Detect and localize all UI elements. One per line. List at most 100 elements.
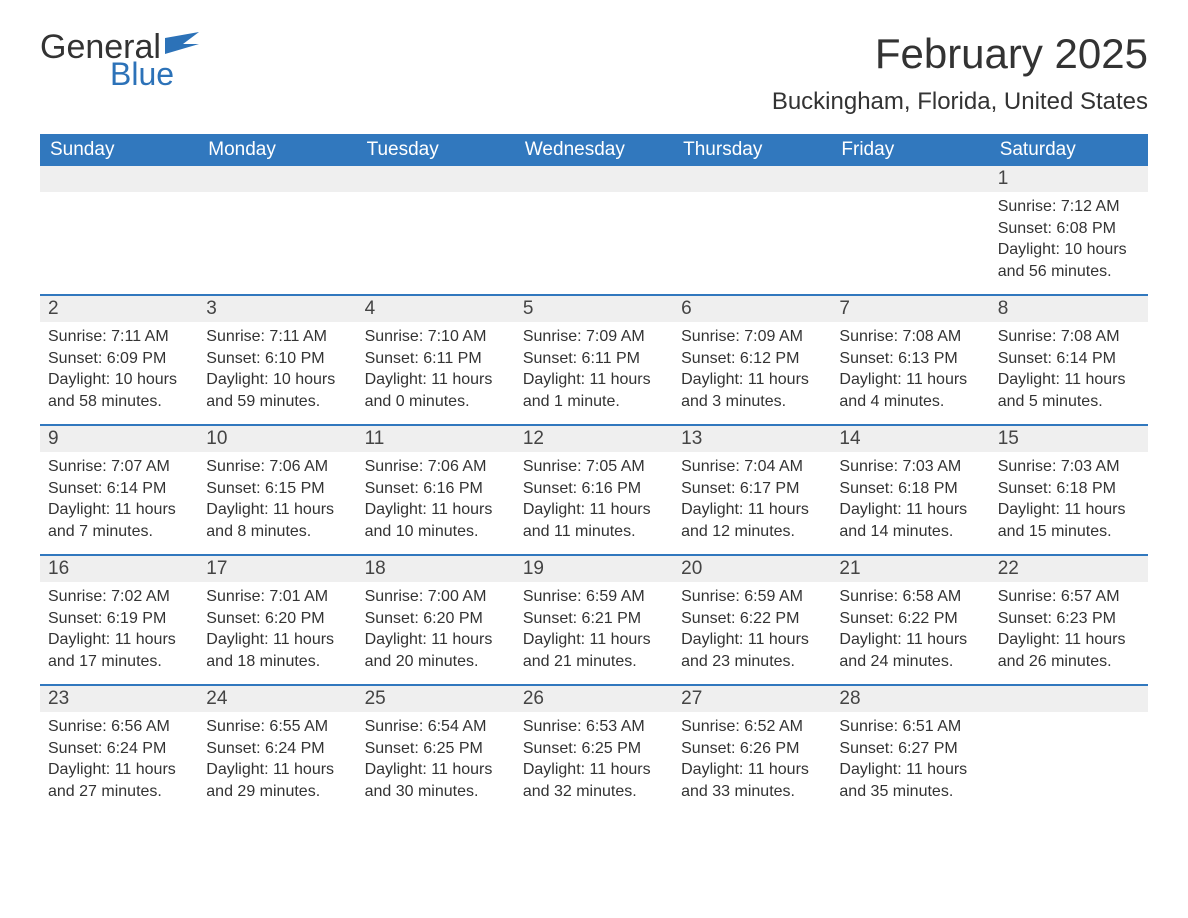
calendar-day: 16Sunrise: 7:02 AMSunset: 6:19 PMDayligh… (40, 556, 198, 684)
day-number (40, 166, 198, 192)
sunset-text: Sunset: 6:15 PM (206, 478, 348, 500)
calendar-day: 5Sunrise: 7:09 AMSunset: 6:11 PMDaylight… (515, 296, 673, 424)
sunrise-text: Sunrise: 7:10 AM (365, 326, 507, 348)
sunrise-text: Sunrise: 7:03 AM (839, 456, 981, 478)
day-number: 19 (515, 556, 673, 582)
dow-cell: Tuesday (357, 134, 515, 166)
calendar-day (40, 166, 198, 294)
sunset-text: Sunset: 6:14 PM (998, 348, 1140, 370)
day-number: 27 (673, 686, 831, 712)
day-number: 20 (673, 556, 831, 582)
sunrise-text: Sunrise: 7:08 AM (998, 326, 1140, 348)
day-body: Sunrise: 7:08 AMSunset: 6:14 PMDaylight:… (990, 322, 1148, 420)
sunset-text: Sunset: 6:18 PM (998, 478, 1140, 500)
calendar-day: 15Sunrise: 7:03 AMSunset: 6:18 PMDayligh… (990, 426, 1148, 554)
daylight-text: Daylight: 11 hours and 10 minutes. (365, 499, 507, 542)
sunrise-text: Sunrise: 7:00 AM (365, 586, 507, 608)
daylight-text: Daylight: 11 hours and 33 minutes. (681, 759, 823, 802)
sunrise-text: Sunrise: 6:53 AM (523, 716, 665, 738)
sunset-text: Sunset: 6:18 PM (839, 478, 981, 500)
daylight-text: Daylight: 11 hours and 4 minutes. (839, 369, 981, 412)
sunset-text: Sunset: 6:12 PM (681, 348, 823, 370)
day-number: 5 (515, 296, 673, 322)
calendar-week: 2Sunrise: 7:11 AMSunset: 6:09 PMDaylight… (40, 294, 1148, 424)
sunrise-text: Sunrise: 7:03 AM (998, 456, 1140, 478)
daylight-text: Daylight: 11 hours and 30 minutes. (365, 759, 507, 802)
sunset-text: Sunset: 6:21 PM (523, 608, 665, 630)
day-number: 10 (198, 426, 356, 452)
calendar-day: 19Sunrise: 6:59 AMSunset: 6:21 PMDayligh… (515, 556, 673, 684)
calendar-day (515, 166, 673, 294)
day-body: Sunrise: 6:55 AMSunset: 6:24 PMDaylight:… (198, 712, 356, 810)
calendar-day: 7Sunrise: 7:08 AMSunset: 6:13 PMDaylight… (831, 296, 989, 424)
day-body (40, 192, 198, 204)
sunrise-text: Sunrise: 7:06 AM (365, 456, 507, 478)
sunset-text: Sunset: 6:26 PM (681, 738, 823, 760)
day-body: Sunrise: 6:52 AMSunset: 6:26 PMDaylight:… (673, 712, 831, 810)
day-body: Sunrise: 7:05 AMSunset: 6:16 PMDaylight:… (515, 452, 673, 550)
day-number: 17 (198, 556, 356, 582)
daylight-text: Daylight: 11 hours and 20 minutes. (365, 629, 507, 672)
day-body (198, 192, 356, 204)
sunrise-text: Sunrise: 6:55 AM (206, 716, 348, 738)
sunrise-text: Sunrise: 6:58 AM (839, 586, 981, 608)
sunrise-text: Sunrise: 7:01 AM (206, 586, 348, 608)
day-number: 3 (198, 296, 356, 322)
day-number: 2 (40, 296, 198, 322)
daylight-text: Daylight: 11 hours and 24 minutes. (839, 629, 981, 672)
day-body (357, 192, 515, 204)
sunrise-text: Sunrise: 6:51 AM (839, 716, 981, 738)
calendar-day: 21Sunrise: 6:58 AMSunset: 6:22 PMDayligh… (831, 556, 989, 684)
sunrise-text: Sunrise: 7:06 AM (206, 456, 348, 478)
sunset-text: Sunset: 6:11 PM (523, 348, 665, 370)
sunset-text: Sunset: 6:13 PM (839, 348, 981, 370)
day-number: 13 (673, 426, 831, 452)
sunset-text: Sunset: 6:20 PM (206, 608, 348, 630)
sunrise-text: Sunrise: 6:52 AM (681, 716, 823, 738)
sunrise-text: Sunrise: 7:08 AM (839, 326, 981, 348)
calendar-day: 11Sunrise: 7:06 AMSunset: 6:16 PMDayligh… (357, 426, 515, 554)
day-number: 15 (990, 426, 1148, 452)
daylight-text: Daylight: 11 hours and 1 minute. (523, 369, 665, 412)
sunset-text: Sunset: 6:27 PM (839, 738, 981, 760)
sunset-text: Sunset: 6:16 PM (523, 478, 665, 500)
day-number (673, 166, 831, 192)
day-number: 25 (357, 686, 515, 712)
calendar-week: 9Sunrise: 7:07 AMSunset: 6:14 PMDaylight… (40, 424, 1148, 554)
month-title: February 2025 (772, 30, 1148, 78)
day-body: Sunrise: 6:59 AMSunset: 6:21 PMDaylight:… (515, 582, 673, 680)
calendar-day: 2Sunrise: 7:11 AMSunset: 6:09 PMDaylight… (40, 296, 198, 424)
day-body: Sunrise: 7:02 AMSunset: 6:19 PMDaylight:… (40, 582, 198, 680)
sunrise-text: Sunrise: 7:11 AM (48, 326, 190, 348)
sunset-text: Sunset: 6:24 PM (206, 738, 348, 760)
day-number (357, 166, 515, 192)
day-body: Sunrise: 7:09 AMSunset: 6:11 PMDaylight:… (515, 322, 673, 420)
day-body (831, 192, 989, 204)
daylight-text: Daylight: 11 hours and 11 minutes. (523, 499, 665, 542)
daylight-text: Daylight: 11 hours and 35 minutes. (839, 759, 981, 802)
sunset-text: Sunset: 6:23 PM (998, 608, 1140, 630)
daylight-text: Daylight: 10 hours and 58 minutes. (48, 369, 190, 412)
daylight-text: Daylight: 10 hours and 59 minutes. (206, 369, 348, 412)
daylight-text: Daylight: 11 hours and 3 minutes. (681, 369, 823, 412)
sunrise-text: Sunrise: 6:54 AM (365, 716, 507, 738)
dow-cell: Friday (831, 134, 989, 166)
calendar-day: 20Sunrise: 6:59 AMSunset: 6:22 PMDayligh… (673, 556, 831, 684)
sunrise-text: Sunrise: 6:57 AM (998, 586, 1140, 608)
calendar-day: 24Sunrise: 6:55 AMSunset: 6:24 PMDayligh… (198, 686, 356, 814)
day-number (198, 166, 356, 192)
calendar-week: 23Sunrise: 6:56 AMSunset: 6:24 PMDayligh… (40, 684, 1148, 814)
day-body: Sunrise: 7:11 AMSunset: 6:09 PMDaylight:… (40, 322, 198, 420)
day-number: 6 (673, 296, 831, 322)
title-block: February 2025 Buckingham, Florida, Unite… (772, 30, 1148, 116)
sunrise-text: Sunrise: 6:59 AM (681, 586, 823, 608)
day-number: 16 (40, 556, 198, 582)
logo-flag-icon (165, 32, 199, 58)
day-body: Sunrise: 6:57 AMSunset: 6:23 PMDaylight:… (990, 582, 1148, 680)
day-number: 12 (515, 426, 673, 452)
day-of-week-header: SundayMondayTuesdayWednesdayThursdayFrid… (40, 134, 1148, 166)
calendar-day: 28Sunrise: 6:51 AMSunset: 6:27 PMDayligh… (831, 686, 989, 814)
daylight-text: Daylight: 11 hours and 29 minutes. (206, 759, 348, 802)
daylight-text: Daylight: 11 hours and 5 minutes. (998, 369, 1140, 412)
day-body: Sunrise: 6:58 AMSunset: 6:22 PMDaylight:… (831, 582, 989, 680)
